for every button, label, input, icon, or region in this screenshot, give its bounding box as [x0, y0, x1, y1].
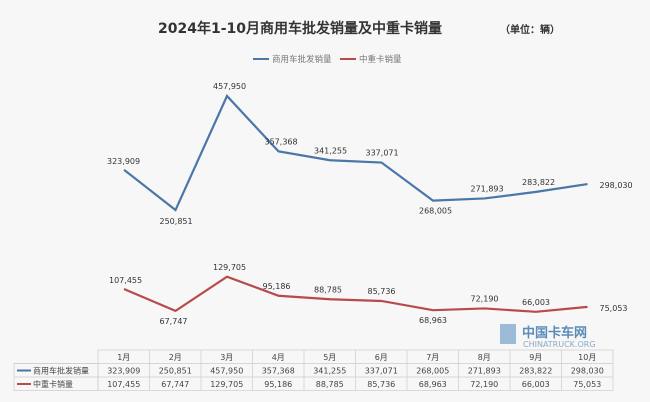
- data-label: 67,747: [160, 317, 188, 326]
- table-cell: 357,368: [262, 367, 295, 376]
- x-tick-label: 9月: [529, 353, 542, 362]
- data-label: 298,030: [600, 181, 633, 190]
- svg-text:CHINATRUCK.ORG: CHINATRUCK.ORG: [523, 340, 596, 349]
- table-cell: 68,963: [419, 380, 447, 389]
- data-label: 72,190: [471, 294, 499, 303]
- chart-title: 2024年1-10月商用车批发销量及中重卡销量: [158, 20, 442, 37]
- table-cell: 107,455: [107, 380, 140, 389]
- x-tick-label: 2月: [169, 353, 182, 362]
- data-label: 341,255: [314, 146, 347, 155]
- x-tick-label: 7月: [426, 353, 439, 362]
- x-tick-label: 3月: [220, 353, 233, 362]
- table-cell: 250,851: [159, 367, 192, 376]
- series-line: [123, 94, 588, 212]
- x-tick-label: 5月: [323, 353, 336, 362]
- table-cell: 72,190: [470, 380, 498, 389]
- table-cell: 66,003: [522, 380, 550, 389]
- table-cell: 457,950: [210, 367, 243, 376]
- table-cell: 268,005: [416, 367, 449, 376]
- data-label: 129,705: [213, 263, 246, 272]
- legend-label: 商用车批发销量: [272, 54, 332, 65]
- table-cell: 129,705: [210, 380, 243, 389]
- data-label: 75,053: [600, 304, 628, 313]
- table-cell: 283,822: [519, 367, 552, 376]
- table-series-label: 商用车批发销量: [33, 366, 89, 376]
- table-cell: 341,255: [313, 367, 346, 376]
- unit-note: （单位：辆）: [500, 23, 560, 36]
- table-cell: 323,909: [107, 367, 140, 376]
- data-label: 250,851: [160, 217, 193, 226]
- x-tick-label: 4月: [272, 353, 285, 362]
- data-label: 323,909: [107, 157, 140, 166]
- table-cell: 298,030: [571, 367, 604, 376]
- data-label: 95,186: [263, 282, 291, 291]
- data-label: 337,071: [366, 149, 399, 158]
- table-cell: 271,893: [468, 367, 501, 376]
- data-label: 268,005: [419, 207, 452, 216]
- data-label: 283,822: [522, 178, 555, 187]
- series-line: [123, 275, 588, 313]
- x-tick-label: 1月: [117, 353, 130, 362]
- table-cell: 88,785: [316, 380, 344, 389]
- data-label: 68,963: [419, 316, 447, 325]
- table-cell: 85,736: [367, 380, 395, 389]
- svg-text:中国卡车网: 中国卡车网: [522, 325, 587, 341]
- table-cell: 75,053: [573, 380, 601, 389]
- table-cell: 67,747: [161, 380, 189, 389]
- x-tick-label: 6月: [375, 353, 388, 362]
- legend-label: 中重卡销量: [359, 54, 402, 65]
- x-tick-label: 10月: [578, 353, 596, 362]
- data-label: 88,785: [314, 285, 342, 294]
- table-cell: 95,186: [264, 380, 292, 389]
- data-label: 271,893: [471, 184, 504, 193]
- data-label: 107,455: [109, 276, 142, 285]
- table-cell: 337,071: [365, 367, 398, 376]
- x-tick-label: 8月: [478, 353, 491, 362]
- table-series-label: 中重卡销量: [33, 379, 73, 389]
- data-label: 66,003: [522, 298, 550, 307]
- data-label: 357,368: [265, 137, 298, 146]
- data-label: 85,736: [368, 287, 396, 296]
- data-label: 457,950: [213, 82, 246, 91]
